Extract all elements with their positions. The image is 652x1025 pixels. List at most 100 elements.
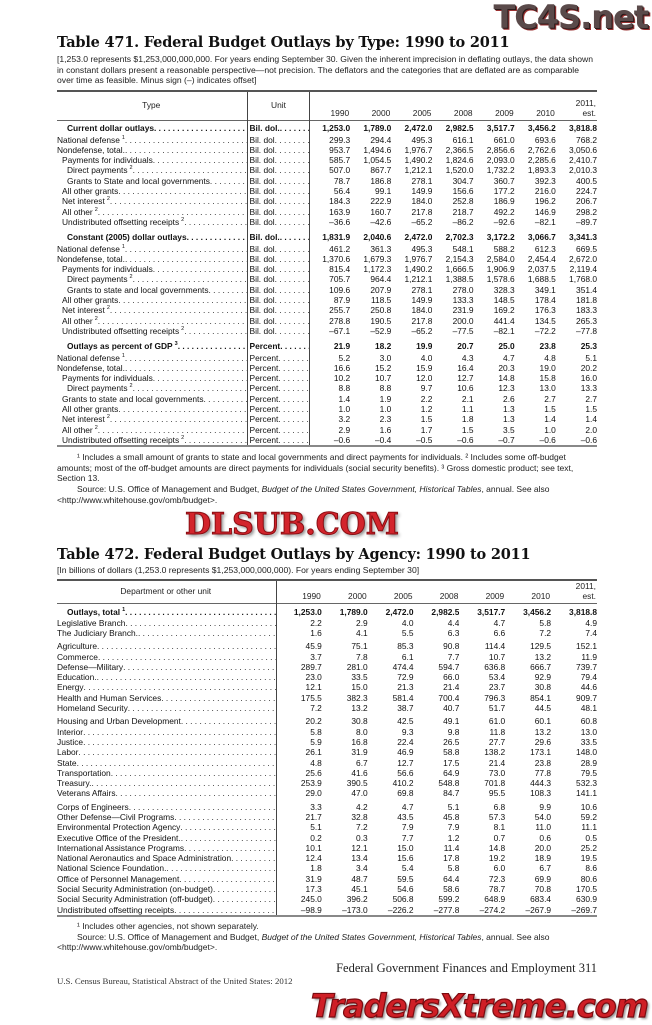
unit-text: Bil. dol [249,243,275,254]
column-header-year: 2011, est. [556,91,597,121]
unit-wrap: Bil. dol. [250,123,309,133]
value-cell: –0.6 [457,434,474,445]
label-text: All other 2 [62,315,98,326]
label-text: Health and Human Services [57,692,162,703]
column-header-year: 2000 [371,107,391,118]
unit-wrap: Bil. dol [250,326,309,336]
unit-text: Percent [249,414,279,425]
row-unit: Percent [247,393,310,404]
unit-wrap: Percent [250,404,309,414]
value-cell: 2,093.0 [486,155,515,166]
row-label: All other 2 [57,424,248,435]
value-cell: 612.3 [534,243,556,254]
value-cell: 13.2 [351,703,368,714]
dot-leader [275,165,308,175]
dot-leader [278,435,308,445]
value-cell: 700.4 [438,692,460,703]
unit-text: Percent [249,373,279,384]
value-cell: 410.2 [392,778,414,789]
row-unit: Bil. dol [247,253,310,265]
value-cell: 4.7 [503,352,515,363]
value-cell: 474.4 [392,661,414,672]
est-part: est. [582,591,597,602]
column-header-year: 2010 [531,591,551,602]
value-cell: 1.3 [503,414,515,425]
value-cell: 245.0 [300,894,322,905]
dot-leader [278,394,308,404]
value-cell: 5.1 [310,822,322,833]
dot-leader [275,316,308,326]
table-row: All other grants Bil. dol 87.9 118.5 149.9 13… [57,295,597,306]
value-cell: 23.8 [534,757,552,768]
value-cell: 4.7 [493,617,506,628]
table-headnote: [1,253.0 represents $1,253,000,000,000. … [57,54,594,86]
value-cell: 21.7 [305,811,322,822]
value-cell: 146.9 [534,206,556,217]
value-cell: 17.5 [443,757,460,768]
footnote-marker: 2 [129,383,133,390]
value-cell: –0.6 [580,434,597,445]
value-cell: 38.7 [397,703,414,714]
dot-leader [275,135,308,145]
value-cell: 5.8 [539,617,552,628]
unit-text: Percent [249,362,279,373]
row-label: Interior [57,726,277,737]
value-cell: 75.1 [351,641,368,652]
value-cell: 299.3 [329,134,351,145]
table-row: International Assistance Programs 10.1 12.… [57,842,597,854]
value-cell: –98.9 [300,904,322,915]
value-cell: –277.8 [433,904,460,915]
row-label: Environmental Protection Agency [57,822,277,833]
footnote-marker: 2 [94,206,98,213]
unit-wrap: Bil. dol [250,295,309,305]
unit-wrap: Bil. dol [250,155,309,165]
label-wrap: Agriculture [57,641,275,651]
value-cell: 278.0 [452,284,474,295]
value-cell: 61.0 [488,716,506,727]
value-cell: 25.6 [305,767,322,778]
value-cell: 8.8 [379,383,392,394]
value-cell: –67.1 [329,325,351,336]
unit-text: Bil. dol [249,206,275,217]
unit-text: Bil. dol [249,315,275,326]
value-cell: 278.1 [411,175,433,186]
value-cell: 594.7 [438,661,460,672]
value-cell: 289.7 [300,661,322,672]
value-cell: 20.3 [498,362,515,373]
value-cell: 21.9 [333,341,351,352]
source-title: Budget of the United States Government, … [261,931,482,942]
label-text: National Aeronautics and Space Administr… [57,853,232,864]
label-wrap: State [57,758,275,768]
label-text: Defense—Military [57,661,124,672]
value-cell: 78.7 [333,175,351,186]
label-wrap: Corps of Engineers [57,802,275,812]
unit-wrap: Bil. dol [250,165,309,175]
unit-wrap: Percent [250,353,309,363]
row-label: Legislative Branch [57,617,277,628]
value-cell: 588.2 [493,243,515,254]
table-row: Undistributed offsetting receipts –98.9 –1… [57,904,597,916]
value-cell: 17.3 [305,884,322,895]
unit-text: Bil. dol [249,196,275,207]
value-cell: 1,172.3 [363,264,392,275]
table-title: Table 472. Federal Budget Outlays by Age… [57,546,531,564]
value-cell: 10.7 [488,651,506,662]
footnotes-text: ¹ Includes other agencies, not shown sep… [77,920,259,931]
dot-leader [275,326,308,336]
dot-leader [125,618,275,628]
dot-leader [181,833,275,843]
value-cell: 392.3 [534,175,556,186]
value-cell: –173.0 [342,904,368,915]
label-wrap: Other Defense—Civil Programs [57,812,275,822]
value-cell: 184.0 [411,305,433,316]
table-471-container: Type Unit 1990 2000 2005 2008 2009 2010 2011, est… [57,90,597,447]
value-cell: 854.1 [530,692,552,703]
value-cell: 3,818.8 [569,607,597,618]
column-header-year: 2011, est. [551,580,597,604]
value-cell: 7.2 [310,703,322,714]
value-cell: –0.4 [374,434,392,445]
value-cell: 666.7 [530,661,552,672]
value-cell: 2,584.0 [486,253,515,264]
